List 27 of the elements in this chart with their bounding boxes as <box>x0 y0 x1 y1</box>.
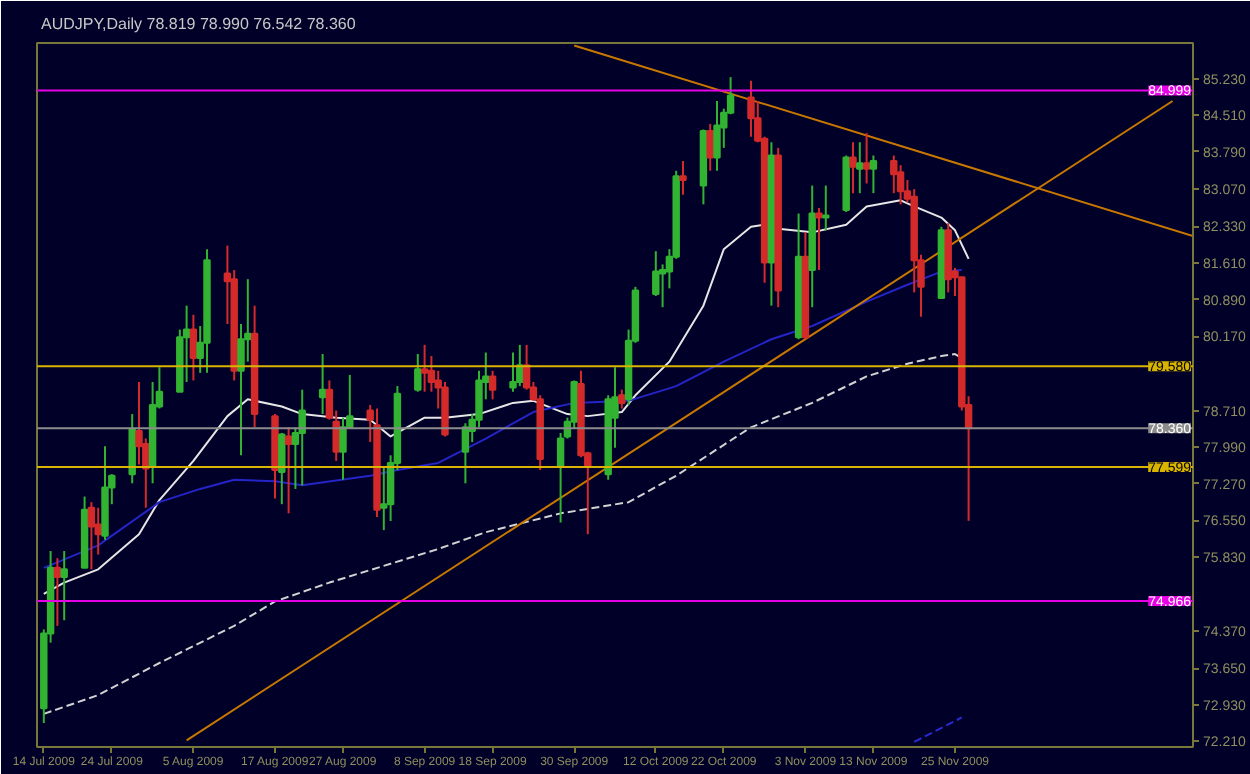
candlestick <box>60 550 68 622</box>
candlestick <box>509 351 517 393</box>
candlestick <box>713 100 721 172</box>
candlestick <box>815 206 823 272</box>
candlestick <box>87 501 96 571</box>
candlestick <box>414 353 422 393</box>
candlestick <box>747 79 755 138</box>
line-series <box>42 199 970 595</box>
line-series <box>42 353 963 715</box>
candlestick <box>339 416 347 481</box>
candlestick <box>618 388 626 410</box>
line-series <box>42 269 963 569</box>
candlestick <box>679 160 687 196</box>
candlestick <box>706 122 714 172</box>
candlestick <box>856 141 864 195</box>
candlestick <box>278 431 286 506</box>
candlestick <box>298 388 306 487</box>
chart-title: AUDJPY,Daily 78.819 78.990 76.542 78.360 <box>41 15 357 33</box>
candlestick <box>318 353 327 416</box>
candlestick <box>822 184 830 232</box>
candlestick <box>849 141 857 195</box>
candlestick <box>128 413 136 485</box>
candlestick <box>862 132 871 185</box>
candlestick <box>869 154 878 195</box>
candlestick <box>488 369 497 401</box>
candlestick <box>420 343 429 393</box>
candlestick <box>284 426 293 515</box>
